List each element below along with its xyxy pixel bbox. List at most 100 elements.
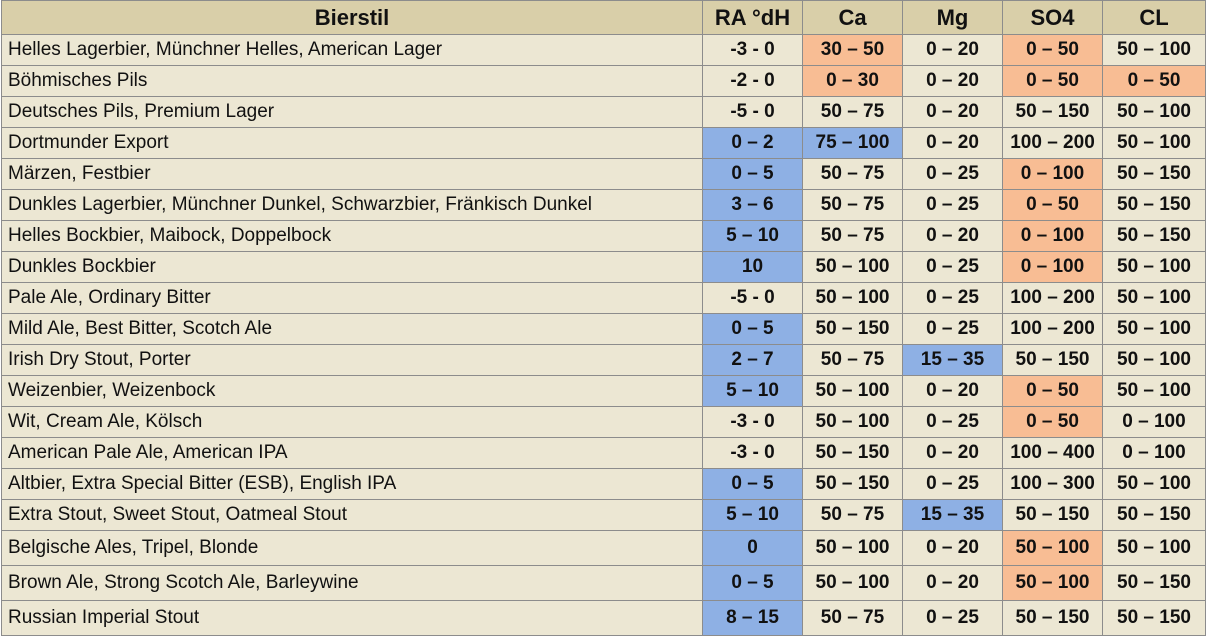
ca-cell: 50 – 75 <box>802 600 903 636</box>
ca-cell: 50 – 150 <box>802 437 903 469</box>
bierstil-cell: Wit, Cream Ale, Kölsch <box>1 406 703 438</box>
ra-cell: 5 – 10 <box>702 220 803 252</box>
cl-cell: 50 – 100 <box>1102 34 1206 66</box>
mg-cell: 15 – 35 <box>902 499 1003 531</box>
bierstil-cell: Brown Ale, Strong Scotch Ale, Barleywine <box>1 565 703 601</box>
so4-cell: 100 – 300 <box>1002 468 1103 500</box>
bierstil-cell: Deutsches Pils, Premium Lager <box>1 96 703 128</box>
ca-cell: 50 – 100 <box>802 251 903 283</box>
table-body: Helles Lagerbier, Münchner Helles, Ameri… <box>1 34 1206 636</box>
ra-cell: -3 - 0 <box>702 406 803 438</box>
ra-cell: -5 - 0 <box>702 96 803 128</box>
so4-cell: 0 – 100 <box>1002 220 1103 252</box>
cl-cell: 50 – 150 <box>1102 600 1206 636</box>
bierstil-cell: Russian Imperial Stout <box>1 600 703 636</box>
ra-cell: 3 – 6 <box>702 189 803 221</box>
bierstil-cell: Dortmunder Export <box>1 127 703 159</box>
mg-cell: 0 – 20 <box>902 127 1003 159</box>
header-mg: Mg <box>902 0 1003 35</box>
bierstil-cell: Pale Ale, Ordinary Bitter <box>1 282 703 314</box>
ca-cell: 50 – 100 <box>802 282 903 314</box>
ca-cell: 30 – 50 <box>802 34 903 66</box>
cl-cell: 0 – 50 <box>1102 65 1206 97</box>
ra-cell: 0 – 5 <box>702 158 803 190</box>
ra-cell: -3 - 0 <box>702 437 803 469</box>
so4-cell: 0 – 100 <box>1002 158 1103 190</box>
ca-cell: 0 – 30 <box>802 65 903 97</box>
bierstil-cell: Altbier, Extra Special Bitter (ESB), Eng… <box>1 468 703 500</box>
ca-cell: 50 – 75 <box>802 220 903 252</box>
table-row: Mild Ale, Best Bitter, Scotch Ale 0 – 5 50… <box>1 313 1206 345</box>
header-cl: CL <box>1102 0 1206 35</box>
mg-cell: 0 – 25 <box>902 313 1003 345</box>
table-row: Brown Ale, Strong Scotch Ale, Barleywine… <box>1 565 1206 601</box>
table-row: Altbier, Extra Special Bitter (ESB), Eng… <box>1 468 1206 500</box>
so4-cell: 100 – 200 <box>1002 313 1103 345</box>
ca-cell: 50 – 75 <box>802 344 903 376</box>
ra-cell: 0 <box>702 530 803 566</box>
table-row: Deutsches Pils, Premium Lager -5 - 0 50 – … <box>1 96 1206 128</box>
table-row: Dunkles Lagerbier, Münchner Dunkel, Schw… <box>1 189 1206 221</box>
table-row: Russian Imperial Stout 8 – 15 50 – 75 0 – 2… <box>1 600 1206 636</box>
cl-cell: 50 – 100 <box>1102 468 1206 500</box>
so4-cell: 50 – 100 <box>1002 530 1103 566</box>
table-row: Märzen, Festbier 0 – 5 50 – 75 0 – 25 0 – 10… <box>1 158 1206 190</box>
mg-cell: 15 – 35 <box>902 344 1003 376</box>
cl-cell: 50 – 100 <box>1102 96 1206 128</box>
ra-cell: 10 <box>702 251 803 283</box>
ca-cell: 50 – 100 <box>802 375 903 407</box>
ra-cell: 5 – 10 <box>702 375 803 407</box>
so4-cell: 100 – 200 <box>1002 282 1103 314</box>
table-row: American Pale Ale, American IPA -3 - 0 50 … <box>1 437 1206 469</box>
mg-cell: 0 – 25 <box>902 282 1003 314</box>
so4-cell: 0 – 50 <box>1002 375 1103 407</box>
so4-cell: 50 – 150 <box>1002 600 1103 636</box>
cl-cell: 50 – 150 <box>1102 499 1206 531</box>
ra-cell: -5 - 0 <box>702 282 803 314</box>
bierstil-cell: Dunkles Lagerbier, Münchner Dunkel, Schw… <box>1 189 703 221</box>
mg-cell: 0 – 20 <box>902 437 1003 469</box>
cl-cell: 50 – 100 <box>1102 282 1206 314</box>
header-bierstil: Bierstil <box>1 0 703 35</box>
mg-cell: 0 – 20 <box>902 65 1003 97</box>
ca-cell: 50 – 75 <box>802 158 903 190</box>
ra-cell: -2 - 0 <box>702 65 803 97</box>
ca-cell: 50 – 100 <box>802 565 903 601</box>
table-row: Irish Dry Stout, Porter 2 – 7 50 – 75 15 – … <box>1 344 1206 376</box>
ca-cell: 50 – 150 <box>802 313 903 345</box>
cl-cell: 50 – 100 <box>1102 344 1206 376</box>
mg-cell: 0 – 25 <box>902 468 1003 500</box>
ca-cell: 50 – 150 <box>802 468 903 500</box>
so4-cell: 100 – 200 <box>1002 127 1103 159</box>
table-row: Dunkles Bockbier 10 50 – 100 0 – 25 0 – 100 5… <box>1 251 1206 283</box>
cl-cell: 50 – 100 <box>1102 313 1206 345</box>
cl-cell: 50 – 100 <box>1102 530 1206 566</box>
ca-cell: 50 – 75 <box>802 96 903 128</box>
mg-cell: 0 – 20 <box>902 375 1003 407</box>
mg-cell: 0 – 25 <box>902 600 1003 636</box>
mg-cell: 0 – 25 <box>902 189 1003 221</box>
cl-cell: 50 – 150 <box>1102 158 1206 190</box>
mg-cell: 0 – 20 <box>902 34 1003 66</box>
header-ca: Ca <box>802 0 903 35</box>
so4-cell: 0 – 50 <box>1002 34 1103 66</box>
cl-cell: 50 – 150 <box>1102 189 1206 221</box>
ra-cell: -3 - 0 <box>702 34 803 66</box>
bierstil-cell: Belgische Ales, Tripel, Blonde <box>1 530 703 566</box>
table-row: Helles Lagerbier, Münchner Helles, Ameri… <box>1 34 1206 66</box>
mg-cell: 0 – 20 <box>902 530 1003 566</box>
so4-cell: 50 – 100 <box>1002 565 1103 601</box>
so4-cell: 0 – 50 <box>1002 406 1103 438</box>
ca-cell: 75 – 100 <box>802 127 903 159</box>
cl-cell: 50 – 150 <box>1102 220 1206 252</box>
bierstil-cell: American Pale Ale, American IPA <box>1 437 703 469</box>
so4-cell: 50 – 150 <box>1002 499 1103 531</box>
mg-cell: 0 – 25 <box>902 251 1003 283</box>
bierstil-cell: Dunkles Bockbier <box>1 251 703 283</box>
so4-cell: 50 – 150 <box>1002 96 1103 128</box>
mg-cell: 0 – 20 <box>902 96 1003 128</box>
table-row: Weizenbier, Weizenbock 5 – 10 50 – 100 0 – … <box>1 375 1206 407</box>
bierstil-cell: Mild Ale, Best Bitter, Scotch Ale <box>1 313 703 345</box>
